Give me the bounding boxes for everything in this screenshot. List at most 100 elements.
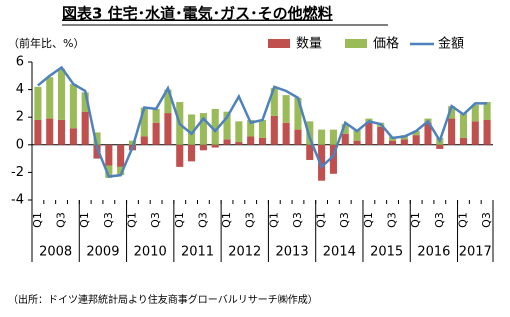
x-tick-label: Q1	[173, 212, 186, 228]
bar	[459, 137, 467, 145]
source: （出所：ドイツ連邦統計局より住友商事グローバルリサーチ㈱作成）	[8, 293, 318, 306]
year-label: 2009	[86, 245, 119, 260]
y-tick-label: 4	[16, 82, 24, 97]
bar	[436, 144, 444, 149]
chart-title: 図表3 住宅･水道･電気･ガス･その他燃料	[62, 5, 333, 23]
y-tick-label: 6	[16, 55, 24, 70]
x-tick-label: Q1	[456, 212, 469, 228]
bar	[199, 144, 207, 151]
bar	[58, 119, 66, 145]
bar	[105, 165, 113, 178]
bar	[353, 129, 361, 141]
bar	[46, 118, 54, 145]
bar	[81, 111, 89, 145]
bar	[353, 140, 361, 145]
bar	[188, 144, 196, 162]
year-label: 2015	[370, 245, 403, 260]
bar	[294, 129, 302, 145]
year-label: 2010	[134, 245, 167, 260]
bar	[211, 108, 219, 145]
bar	[412, 135, 420, 145]
bar	[81, 92, 89, 112]
legend-label: 金額	[438, 36, 464, 52]
bar	[117, 166, 125, 176]
bar	[69, 128, 77, 145]
bar	[329, 144, 337, 174]
y-tick-label: -2	[11, 165, 24, 180]
bar	[247, 119, 255, 137]
legend-swatch	[345, 39, 367, 48]
x-tick-label: Q1	[362, 212, 375, 228]
year-label: 2014	[323, 245, 356, 260]
bar	[282, 95, 290, 123]
bar	[341, 124, 349, 134]
x-tick-label: Q3	[338, 212, 351, 228]
legend-label: 価格	[373, 36, 399, 52]
bar	[459, 113, 467, 138]
y-tick-label: 2	[16, 110, 24, 125]
bar	[105, 144, 113, 166]
bar	[258, 137, 267, 145]
legend-swatch	[268, 39, 290, 48]
y-axis-label: （前年比、%）	[8, 36, 84, 50]
x-tick-label: Q3	[102, 212, 115, 228]
bar	[176, 144, 184, 167]
year-label: 2013	[276, 245, 309, 260]
bar	[93, 144, 101, 159]
x-tick-label: Q3	[55, 212, 68, 228]
bar	[377, 126, 385, 145]
bar	[341, 133, 349, 145]
bar	[34, 119, 42, 145]
bar	[128, 140, 137, 145]
bar	[412, 131, 420, 136]
x-tick-label: Q1	[315, 212, 328, 228]
bar	[448, 118, 456, 145]
bar	[235, 121, 243, 143]
bar	[223, 111, 231, 140]
year-label: 2017	[459, 245, 492, 260]
bar	[58, 68, 66, 120]
bar	[258, 119, 267, 138]
bar	[448, 106, 456, 119]
bar	[483, 119, 491, 145]
bar	[247, 136, 255, 145]
x-tick-label: Q3	[433, 212, 446, 228]
x-tick-label: Q3	[244, 212, 257, 228]
year-label: 2012	[228, 245, 261, 260]
x-tick-label: Q3	[196, 212, 209, 228]
year-label: 2008	[39, 245, 72, 260]
bar	[282, 122, 290, 145]
bar	[211, 144, 219, 148]
bar	[388, 140, 397, 145]
bar	[188, 114, 196, 145]
bar	[235, 142, 243, 145]
bar	[152, 122, 160, 145]
bar	[199, 113, 207, 145]
bar	[140, 107, 148, 137]
x-tick-label: Q1	[78, 212, 91, 228]
bar	[294, 97, 302, 130]
bar	[329, 129, 337, 145]
y-tick-label: -4	[11, 193, 24, 208]
bar	[223, 139, 231, 145]
x-tick-label: Q3	[291, 212, 304, 228]
bar	[270, 115, 278, 145]
bar	[93, 132, 101, 145]
year-label: 2016	[417, 245, 450, 260]
bar	[306, 144, 314, 160]
bar	[34, 86, 42, 120]
bar	[318, 129, 326, 145]
legend-label: 数量	[296, 37, 322, 52]
bar	[471, 121, 479, 145]
x-tick-label: Q3	[480, 212, 493, 228]
bar	[471, 104, 479, 122]
x-tick-label: Q1	[125, 212, 138, 228]
bar	[306, 121, 314, 145]
bar	[424, 122, 432, 145]
x-tick-label: Q3	[149, 212, 162, 228]
bar	[483, 102, 491, 120]
line	[37, 65, 488, 178]
y-tick-label: 0	[16, 137, 24, 152]
